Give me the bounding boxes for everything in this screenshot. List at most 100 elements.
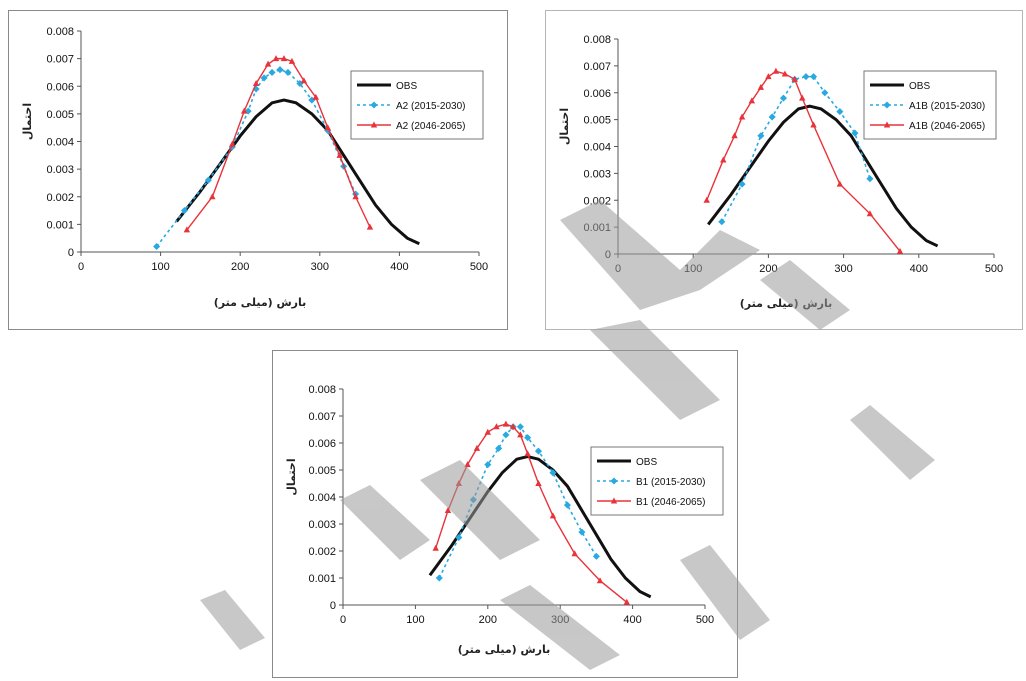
data-point-near	[563, 501, 571, 509]
series-line-near	[155, 68, 357, 247]
data-point-near	[821, 89, 829, 97]
x-tick-label: 400	[623, 614, 641, 626]
y-tick-label: 0.004	[583, 142, 611, 154]
x-tick-label: 300	[834, 263, 852, 275]
x-tick-label: 0	[78, 261, 84, 273]
y-axis-title: احتمال	[21, 103, 34, 140]
data-point-far	[571, 550, 578, 557]
y-tick-label: 0.001	[46, 219, 74, 231]
data-point-far	[509, 423, 517, 430]
watermark-shape	[850, 405, 935, 480]
legend-label: A2 (2046-2065)	[396, 121, 466, 132]
chart-a2: 0 100 200 300 400 500 0 0.001 0.002 0.003 0.004 0.0…	[21, 26, 488, 309]
legend-label: B1 (2015-2030)	[636, 477, 706, 488]
series-line-near	[721, 75, 871, 223]
x-tick-label: 100	[151, 261, 169, 273]
legend-label: OBS	[636, 457, 657, 468]
data-point-near	[738, 180, 746, 188]
chart-b1: 0 100 200 300 400 500 0 0.001 0.002 0.003 0.004 0.0…	[285, 384, 724, 656]
data-point-far	[896, 247, 904, 254]
data-point-near	[866, 175, 874, 183]
y-axis-title: احتمال	[285, 458, 298, 495]
legend-marker	[370, 121, 378, 128]
y-tick-label: 0.005	[308, 465, 336, 477]
data-point-far	[473, 444, 481, 451]
chart-a1b: 0 100 200 300 400 500 0 0.001 0.002 0.003 0.004 0.0…	[558, 34, 1003, 310]
data-point-far	[549, 512, 557, 519]
data-point-far	[366, 223, 374, 230]
data-point-near	[592, 552, 600, 560]
data-point-far	[252, 79, 260, 86]
data-point-near	[768, 113, 776, 121]
data-point-far	[535, 480, 542, 486]
y-tick-label: 0.002	[308, 546, 336, 558]
data-point-far	[209, 193, 216, 200]
data-point-far	[229, 140, 236, 147]
data-point-near	[757, 132, 765, 140]
data-point-far	[791, 75, 798, 82]
y-tick-label: 0.004	[46, 137, 74, 149]
x-tick-label: 300	[311, 261, 329, 273]
legend: OBS B1 (2015-2030) B1 (2046-2065)	[590, 446, 724, 516]
x-tick-label: 0	[615, 263, 621, 275]
x-tick-label: 500	[985, 263, 1003, 275]
legend-marker	[370, 101, 378, 109]
data-point-near	[524, 434, 532, 442]
data-point-near	[268, 68, 276, 76]
y-tick-label: 0.008	[583, 34, 611, 46]
x-tick-label: 0	[340, 614, 346, 626]
data-point-far	[502, 420, 510, 427]
legend-marker	[610, 477, 618, 485]
data-point-far	[836, 180, 844, 187]
legend: OBS A2 (2015-2030) A2 (2046-2065)	[350, 70, 484, 140]
data-point-near	[836, 108, 844, 116]
legend-label: B1 (2046-2065)	[636, 497, 706, 508]
data-point-far	[866, 210, 874, 217]
data-point-far	[703, 196, 710, 203]
x-axis-title: بارش (میلی متر)	[458, 643, 551, 656]
data-point-near	[180, 207, 189, 215]
y-tick-label: 0.003	[46, 164, 74, 176]
legend-label: A1B (2015-2030)	[909, 101, 985, 112]
data-point-near	[718, 218, 726, 226]
data-point-far	[264, 60, 272, 67]
data-point-near	[276, 66, 284, 74]
data-point-near	[779, 94, 787, 102]
data-point-far	[336, 151, 343, 158]
data-point-near	[204, 176, 212, 184]
series-line-far	[186, 57, 371, 231]
y-tick-label: 0.006	[46, 81, 74, 93]
series-line-obs	[707, 104, 939, 248]
y-tick-label: 0.003	[583, 168, 611, 180]
data-point-far	[300, 77, 308, 84]
data-point-far	[432, 544, 439, 551]
legend-marker	[610, 497, 618, 504]
y-tick-label: 0.001	[308, 573, 336, 585]
x-tick-label: 400	[910, 263, 928, 275]
y-tick-label: 0.007	[583, 61, 611, 73]
watermark-shape	[200, 590, 265, 650]
legend-label: A2 (2015-2030)	[396, 101, 466, 112]
data-point-far	[738, 113, 746, 120]
y-tick-label: 0.006	[308, 438, 336, 450]
data-point-far	[810, 121, 817, 128]
x-axis-title: بارش (میلی متر)	[214, 296, 307, 309]
data-point-near	[809, 73, 818, 81]
y-tick-label: 0.007	[308, 411, 336, 423]
data-point-near	[516, 423, 524, 431]
data-point-near	[802, 73, 810, 81]
x-tick-label: 100	[406, 614, 424, 626]
chart-panel-a2: 0 100 200 300 400 500 0 0.001 0.002 0.003 0.004 0.0…	[8, 10, 508, 330]
y-tick-label: 0	[68, 247, 74, 259]
legend-label: OBS	[909, 81, 930, 92]
legend: OBS A1B (2015-2030) A1B (2046-2065)	[863, 70, 997, 140]
data-point-far	[781, 70, 789, 77]
legend-label: A1B (2046-2065)	[909, 121, 985, 132]
x-tick-label: 400	[390, 261, 408, 273]
data-point-far	[288, 57, 296, 64]
data-point-far	[484, 428, 491, 435]
y-tick-label: 0.006	[583, 88, 611, 100]
data-point-far	[324, 124, 331, 131]
legend-marker	[883, 101, 891, 109]
legend-label: OBS	[396, 81, 417, 92]
